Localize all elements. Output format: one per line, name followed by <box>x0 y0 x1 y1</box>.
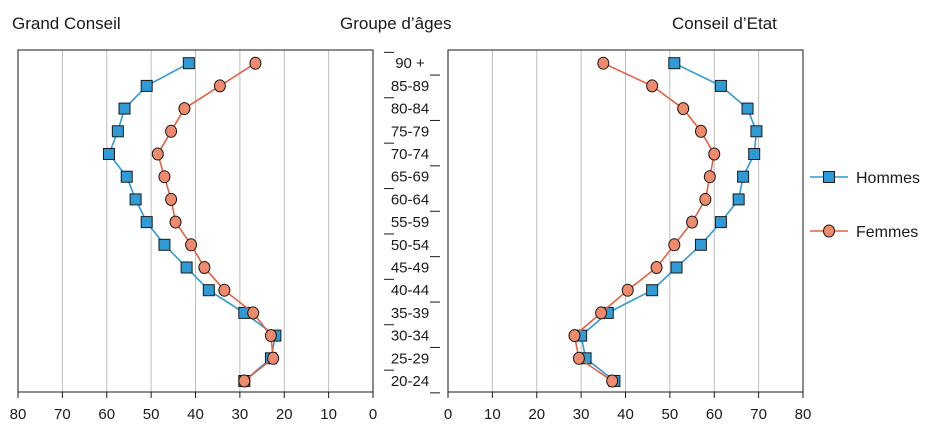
x-tick-label: 30 <box>573 406 590 423</box>
hommes-data-point <box>180 261 193 274</box>
hommes-data-point <box>129 193 142 206</box>
hommes-data-point <box>140 79 153 92</box>
femmes-data-point <box>213 79 226 93</box>
hommes-data-point <box>737 170 750 183</box>
age-group-label: 40-44 <box>391 282 429 299</box>
age-group-label: 45-49 <box>391 260 429 277</box>
femmes-data-point <box>699 192 712 206</box>
x-tick-label: 80 <box>10 406 27 423</box>
hommes-series-line <box>108 62 277 382</box>
legend-label-femmes: Femmes <box>856 224 918 241</box>
x-tick-label: 20 <box>276 406 293 423</box>
age-group-label: 50-54 <box>391 237 429 254</box>
femmes-data-point <box>185 238 198 252</box>
femmes-data-point <box>218 283 231 297</box>
hommes-data-point <box>750 125 763 138</box>
age-group-label: 25-29 <box>391 350 429 367</box>
femmes-data-point <box>169 215 182 229</box>
age-group-label: 35-39 <box>391 305 429 322</box>
x-tick-label: 70 <box>54 406 71 423</box>
legend-circle-marker <box>823 224 835 238</box>
hommes-data-point <box>118 102 131 115</box>
hommes-data-point <box>668 57 681 70</box>
femmes-data-point <box>686 215 699 229</box>
age-group-axis: 20-24 25-29 30-34 35-39 40-44 45-49 50-54 55-59… <box>384 51 440 394</box>
hommes-data-point <box>111 125 124 138</box>
hommes-data-point <box>741 102 754 115</box>
femmes-data-point <box>178 102 191 116</box>
conseil-etat-title: Conseil d’Etat <box>672 14 777 33</box>
femmes-data-point <box>247 306 260 320</box>
age-group-label: 30-34 <box>391 328 429 345</box>
x-tick-label: 60 <box>98 406 115 423</box>
x-tick-label: 30 <box>232 406 249 423</box>
hommes-data-point <box>670 261 683 274</box>
femmes-data-point <box>703 170 716 184</box>
femmes-data-point <box>650 261 663 274</box>
femmes-data-point <box>158 170 171 184</box>
x-tick-label: 0 <box>369 406 377 423</box>
x-tick-label: 50 <box>662 406 679 423</box>
hommes-data-point <box>158 238 171 251</box>
age-group-label: 65-69 <box>391 169 429 186</box>
femmes-data-point <box>572 351 585 365</box>
hommes-data-point <box>714 79 727 92</box>
x-tick-label: 80 <box>795 406 812 423</box>
hommes-data-point <box>732 193 745 206</box>
femmes-data-point <box>165 192 178 206</box>
age-group-label: 20-24 <box>391 373 429 390</box>
age-group-label: 55-59 <box>391 214 429 231</box>
hommes-data-point <box>120 170 133 183</box>
hommes-data-point <box>714 216 727 229</box>
legend-square-marker <box>823 171 835 183</box>
femmes-data-point <box>238 374 251 388</box>
hommes-series-line <box>580 62 758 382</box>
femmes-data-point <box>606 374 619 388</box>
x-tick-label: 40 <box>187 406 204 423</box>
femmes-data-point <box>264 329 277 343</box>
femmes-data-point <box>621 283 634 297</box>
age-group-label: 80-84 <box>391 101 429 118</box>
femmes-data-point <box>668 238 681 252</box>
x-tick-label: 50 <box>143 406 160 423</box>
hommes-data-point <box>694 238 707 251</box>
legend: Hommes Femmes <box>810 170 920 241</box>
femmes-data-point <box>646 79 659 93</box>
femmes-data-point <box>198 261 211 274</box>
femmes-data-point <box>249 56 262 70</box>
hommes-data-point <box>182 57 195 70</box>
age-group-label: 75-79 <box>391 123 429 140</box>
x-tick-label: 60 <box>706 406 723 423</box>
x-tick-label: 10 <box>484 406 501 423</box>
x-tick-label: 10 <box>320 406 337 423</box>
hommes-data-point <box>202 284 215 297</box>
conseil-etat-panel: 0 10 20 30 40 50 60 70 80 <box>444 49 812 423</box>
age-group-label: 70-74 <box>391 146 429 163</box>
femmes-data-point <box>165 124 178 138</box>
grand-conseil-title: Grand Conseil <box>12 14 121 33</box>
age-group-title: Groupe d’âges <box>340 14 452 33</box>
age-group-label: 90 + <box>395 55 425 72</box>
hommes-data-point <box>102 148 115 160</box>
grand-conseil-panel: 80 70 60 50 40 30 20 10 0 <box>10 49 377 423</box>
age-group-label: 85-89 <box>391 78 429 95</box>
femmes-data-point <box>677 102 690 116</box>
x-tick-label: 20 <box>528 406 545 423</box>
hommes-data-point <box>646 284 659 297</box>
femmes-data-point <box>597 56 610 70</box>
femmes-data-point <box>267 351 280 365</box>
femmes-data-point <box>708 147 721 161</box>
x-tick-label: 40 <box>617 406 634 423</box>
femmes-data-point <box>595 306 608 320</box>
hommes-data-point <box>140 216 153 229</box>
femmes-data-point <box>151 147 164 161</box>
hommes-data-point <box>748 148 761 160</box>
age-group-label: 60-64 <box>391 191 429 208</box>
femmes-data-point <box>694 124 707 138</box>
legend-label-hommes: Hommes <box>856 170 920 187</box>
femmes-data-point <box>568 329 581 343</box>
x-tick-label: 0 <box>444 406 452 423</box>
x-tick-label: 70 <box>750 406 767 423</box>
